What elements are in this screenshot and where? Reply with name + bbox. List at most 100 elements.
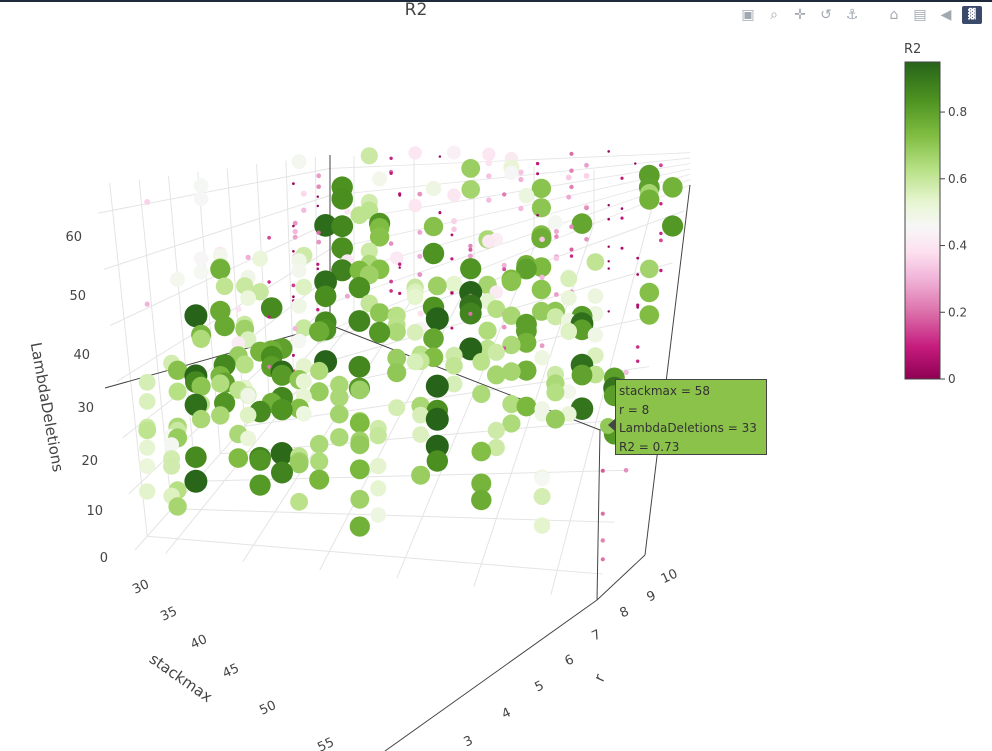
data-point (138, 373, 156, 391)
y-tick-label: 7 (590, 627, 604, 644)
reset-camera-icon[interactable]: ▤ (913, 7, 927, 23)
zoom-icon[interactable]: ⌕ (770, 7, 778, 23)
data-point (548, 215, 563, 230)
data-point (228, 448, 249, 468)
data-point (502, 306, 521, 325)
data-point (292, 220, 298, 226)
grid-line (97, 167, 331, 214)
data-point (471, 489, 492, 511)
tooltip-line: stackmax = 58 (619, 384, 710, 398)
data-point (309, 382, 329, 402)
axis-line (596, 554, 646, 601)
data-point (270, 442, 294, 465)
data-point (659, 238, 663, 243)
data-point (387, 322, 406, 342)
data-point (350, 206, 369, 225)
data-point (501, 324, 507, 330)
data-point (504, 165, 519, 181)
orbit-icon[interactable]: ↺ (820, 7, 832, 23)
data-point (291, 333, 307, 349)
data-point (569, 151, 574, 156)
data-point (533, 517, 551, 534)
y-tick-label: 5 (533, 678, 547, 695)
data-point (501, 262, 507, 268)
data-point (531, 178, 552, 199)
plotly-logo-icon[interactable]: ▓ (962, 6, 982, 24)
data-point (168, 382, 187, 401)
data-point (292, 234, 298, 240)
data-point (191, 376, 211, 396)
turntable-icon[interactable]: ⚓ (845, 7, 859, 23)
data-point (561, 384, 577, 400)
data-point (487, 343, 505, 361)
data-point (389, 289, 393, 293)
tooltip-line: r = 8 (619, 402, 650, 417)
data-point (502, 192, 507, 197)
grid-line (285, 160, 294, 372)
x-axis-title: stackmax (146, 650, 216, 706)
data-point (569, 224, 574, 229)
z-tick-label: 20 (81, 454, 98, 469)
home-icon[interactable]: ⌂ (889, 7, 899, 23)
x-tick-label: 40 (188, 632, 209, 653)
data-point (417, 253, 423, 259)
data-point (659, 231, 663, 236)
scene-points (138, 145, 684, 562)
data-point (296, 405, 312, 422)
data-point (350, 489, 370, 509)
data-point (607, 267, 610, 270)
data-point (659, 202, 663, 206)
data-point (369, 321, 391, 343)
data-point (662, 215, 684, 237)
x-tick-label: 55 (315, 735, 336, 751)
data-point (571, 319, 593, 341)
data-point (425, 307, 449, 331)
data-point (502, 267, 507, 272)
data-point (468, 243, 473, 249)
data-point (139, 458, 156, 474)
data-point (639, 282, 660, 303)
data-point (426, 450, 448, 472)
data-point (600, 538, 605, 543)
x-tick-label: 35 (158, 604, 179, 625)
data-point (518, 205, 524, 212)
data-point (461, 159, 481, 178)
data-point (164, 437, 180, 452)
data-point (417, 272, 423, 277)
data-point (316, 195, 319, 198)
data-point (215, 277, 234, 296)
hover-toggle-icon[interactable]: ◀ (940, 7, 952, 23)
data-point (423, 328, 444, 349)
data-point (271, 461, 293, 484)
data-point (398, 193, 402, 197)
z-tick-label: 60 (65, 230, 82, 245)
data-point (607, 217, 610, 221)
data-point (267, 235, 271, 240)
data-point (138, 421, 157, 440)
data-point (139, 483, 156, 500)
data-point (170, 272, 186, 287)
data-point (485, 159, 492, 167)
data-point (240, 290, 256, 306)
data-point (531, 198, 552, 218)
data-point (267, 280, 271, 284)
pan-icon[interactable]: ✛ (794, 7, 806, 23)
colorbar-title: R2 (904, 42, 921, 57)
data-point (569, 254, 574, 258)
y-tick-label: 10 (659, 567, 680, 588)
data-point (309, 469, 330, 490)
tooltip-line: LambdaDeletions = 33 (619, 421, 757, 435)
data-point (560, 290, 577, 306)
data-point (438, 211, 442, 215)
data-point (214, 315, 235, 337)
data-point (425, 180, 442, 197)
grid-line (329, 173, 691, 277)
data-point (620, 176, 624, 180)
data-point (408, 146, 422, 160)
grid-line (329, 168, 691, 250)
z-tick-label: 10 (86, 504, 103, 519)
data-point (291, 283, 296, 288)
data-point (571, 364, 593, 386)
camera-icon[interactable]: ▣ (741, 7, 755, 23)
